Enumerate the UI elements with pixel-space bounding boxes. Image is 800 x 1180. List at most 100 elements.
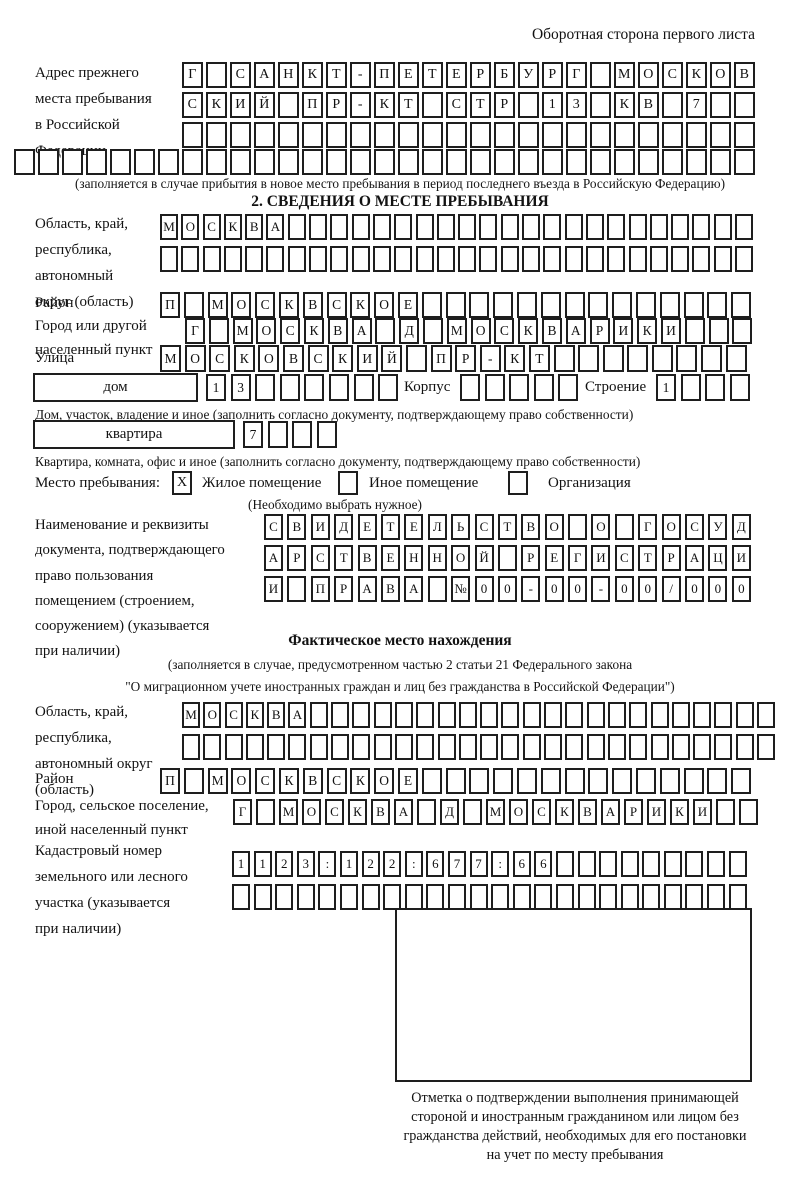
char-cell xyxy=(421,768,442,794)
char-cell xyxy=(671,246,690,272)
char-cell xyxy=(607,214,626,240)
char-cell xyxy=(638,149,659,175)
char-cell xyxy=(692,246,711,272)
char-cell xyxy=(405,345,427,372)
char-cell xyxy=(458,214,477,240)
char-cell xyxy=(683,292,704,318)
char-cell: С xyxy=(230,62,251,88)
char-cell xyxy=(398,122,419,148)
char-cell: 0 xyxy=(474,576,494,602)
char-cell xyxy=(731,292,752,318)
char-cell xyxy=(500,246,519,272)
char-cell xyxy=(372,246,391,272)
char-cell: 1 xyxy=(542,92,563,118)
label-line: при наличии) xyxy=(35,643,121,660)
char-cell xyxy=(659,292,680,318)
char-cell xyxy=(183,768,204,794)
char-cell xyxy=(350,122,371,148)
label-line: автономный округ xyxy=(35,756,153,772)
char-cell xyxy=(398,149,419,175)
char-cell xyxy=(566,122,587,148)
char-cell xyxy=(662,92,683,118)
char-cell: О xyxy=(203,702,222,728)
char-cell xyxy=(375,318,396,344)
korpus-label: Корпус xyxy=(404,379,451,395)
char-cell: К xyxy=(350,292,371,318)
char-cell: К xyxy=(278,292,299,318)
label-line: сооружением) (указывается xyxy=(35,618,210,635)
char-cell: В xyxy=(302,292,323,318)
char-cell xyxy=(649,246,668,272)
char-cell xyxy=(543,214,562,240)
char-cell xyxy=(446,122,467,148)
label-line: округ (область) xyxy=(35,294,134,310)
char-cell: Р xyxy=(542,62,563,88)
char-cell xyxy=(728,884,747,910)
fact-oblast-label: Область, край, республика, автономный окру… xyxy=(35,699,153,803)
kvartira-cells: 7 xyxy=(243,421,341,448)
char-cell: П xyxy=(302,92,323,118)
char-cell xyxy=(394,702,413,728)
char-cell: Н xyxy=(427,545,447,571)
char-cell: 2 xyxy=(275,851,294,877)
char-cell: Е xyxy=(544,545,564,571)
char-cell xyxy=(590,92,611,118)
char-cell xyxy=(491,884,510,910)
label-line: гражданства действий, необходимых для ег… xyxy=(403,1128,747,1144)
char-cell xyxy=(725,345,747,372)
char-cell xyxy=(501,734,520,760)
char-cell xyxy=(463,799,482,825)
char-cell xyxy=(734,92,755,118)
label-line: автономный xyxy=(35,268,114,284)
char-cell xyxy=(266,246,285,272)
char-cell xyxy=(585,214,604,240)
char-cell xyxy=(707,768,728,794)
char-cell: А xyxy=(404,576,424,602)
char-cell xyxy=(480,734,499,760)
label-line: Адрес прежнего xyxy=(35,65,139,81)
char-cell xyxy=(659,768,680,794)
char-cell: И xyxy=(660,318,681,344)
char-cell: К xyxy=(332,345,354,372)
char-cell: 1 xyxy=(339,851,358,877)
char-cell xyxy=(330,214,349,240)
char-cell xyxy=(426,884,445,910)
char-cell: О xyxy=(258,345,280,372)
char-cell xyxy=(422,149,443,175)
char-cell: В xyxy=(282,345,304,372)
char-cell: / xyxy=(661,576,681,602)
char-cell: И xyxy=(310,514,330,540)
char-cell: Б xyxy=(494,62,515,88)
char-cell xyxy=(181,246,200,272)
char-cell xyxy=(607,734,626,760)
char-cell xyxy=(599,851,618,877)
char-cell xyxy=(447,884,466,910)
char-cell xyxy=(223,246,242,272)
char-cell xyxy=(650,702,669,728)
korpus-cells xyxy=(460,374,583,401)
char-cell: В xyxy=(380,576,400,602)
char-cell: А xyxy=(351,318,372,344)
char-cell xyxy=(331,702,350,728)
oblast-row-2 xyxy=(160,246,756,272)
char-cell xyxy=(134,149,155,175)
char-cell xyxy=(649,214,668,240)
char-cell: К xyxy=(637,318,658,344)
char-cell: С xyxy=(474,514,494,540)
char-cell xyxy=(671,734,690,760)
char-cell xyxy=(590,62,611,88)
char-cell: М xyxy=(486,799,505,825)
char-cell xyxy=(739,799,758,825)
label-line: в Российской xyxy=(35,117,120,133)
char-cell xyxy=(328,374,349,401)
char-cell xyxy=(708,318,729,344)
char-cell xyxy=(642,884,661,910)
char-cell: П xyxy=(160,292,180,318)
char-cell xyxy=(497,545,517,571)
char-cell xyxy=(509,374,530,401)
char-cell xyxy=(620,851,639,877)
char-cell: С xyxy=(202,214,221,240)
